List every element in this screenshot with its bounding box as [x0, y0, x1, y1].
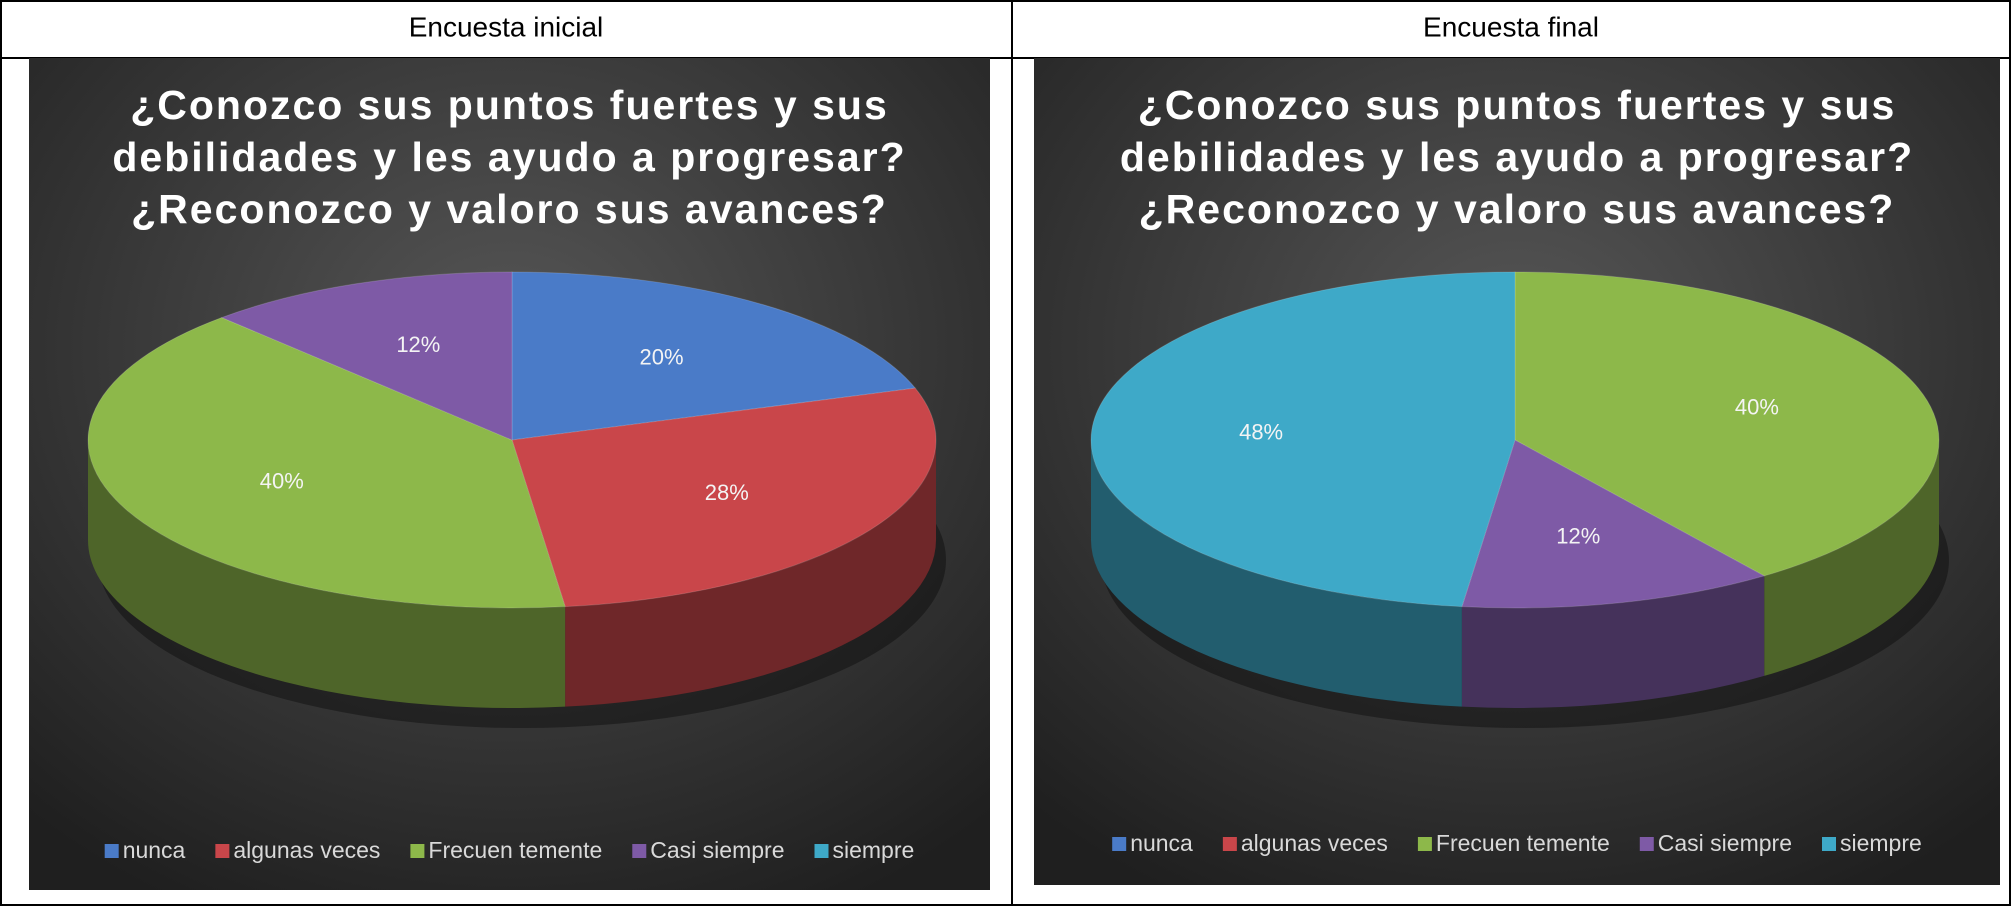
chart-title: debilidades y les ayudo a progresar?: [112, 134, 906, 180]
slice: [1514, 271, 1940, 577]
data-label: 12%: [396, 332, 440, 357]
legend-label: nunca: [123, 837, 186, 863]
legend-label: siempre: [833, 837, 915, 863]
chart-title: ¿Conozco sus puntos fuertes y sus: [1138, 82, 1897, 128]
legend-label: siempre: [1840, 830, 1922, 856]
chart-title: ¿Reconozco y valoro sus avances?: [1139, 186, 1896, 232]
data-label: 48%: [1239, 419, 1283, 444]
data-label: 28%: [705, 480, 749, 505]
legend-label: Frecuen temente: [428, 837, 602, 863]
data-label: 20%: [640, 344, 684, 369]
slice-side: [565, 440, 936, 707]
chart-title: ¿Reconozco y valoro sus avances?: [131, 186, 888, 232]
legend-label: Frecuen temente: [1436, 830, 1610, 856]
legend-swatch: [632, 844, 647, 858]
legend-swatch: [1822, 837, 1836, 851]
header-cell: Encuesta final: [1423, 11, 1599, 42]
legend-swatch: [1112, 837, 1127, 851]
legend-label: nunca: [1130, 830, 1193, 856]
slice-side: [88, 440, 566, 708]
legend-swatch: [1222, 837, 1237, 851]
data-label: 12%: [1556, 523, 1600, 548]
legend-swatch: [1417, 837, 1432, 851]
legend-label: algunas veces: [1241, 830, 1388, 856]
legend: nunca algunas veces Frecuen temente Casi si…: [104, 837, 915, 863]
legend-label: Casi siempre: [650, 837, 784, 863]
data-label: 40%: [1735, 395, 1779, 420]
slice-side: [1461, 575, 1765, 708]
slice-side: [1091, 440, 1462, 707]
legend-swatch: [215, 844, 230, 858]
legend-label: algunas veces: [233, 837, 380, 863]
legend-swatch: [104, 844, 119, 858]
legend-label: Casi siempre: [1658, 830, 1792, 856]
slice: [87, 316, 566, 609]
legend: nunca algunas veces Frecuen temente Casi si…: [1112, 830, 1922, 856]
slice: [1090, 271, 1516, 608]
slice: [1461, 439, 1766, 609]
slice: [511, 271, 917, 441]
slice-side: [1764, 440, 1939, 676]
slice: [511, 387, 937, 608]
data-label: 40%: [260, 469, 304, 494]
chart-title: debilidades y les ayudo a progresar?: [1120, 134, 1914, 180]
header-cell: Encuesta inicial: [409, 11, 604, 42]
legend-swatch: [814, 844, 829, 858]
slice: [220, 271, 513, 441]
legend-swatch: [410, 844, 425, 858]
chart-title: ¿Conozco sus puntos fuertes y sus: [130, 82, 889, 128]
legend-swatch: [1639, 837, 1654, 851]
